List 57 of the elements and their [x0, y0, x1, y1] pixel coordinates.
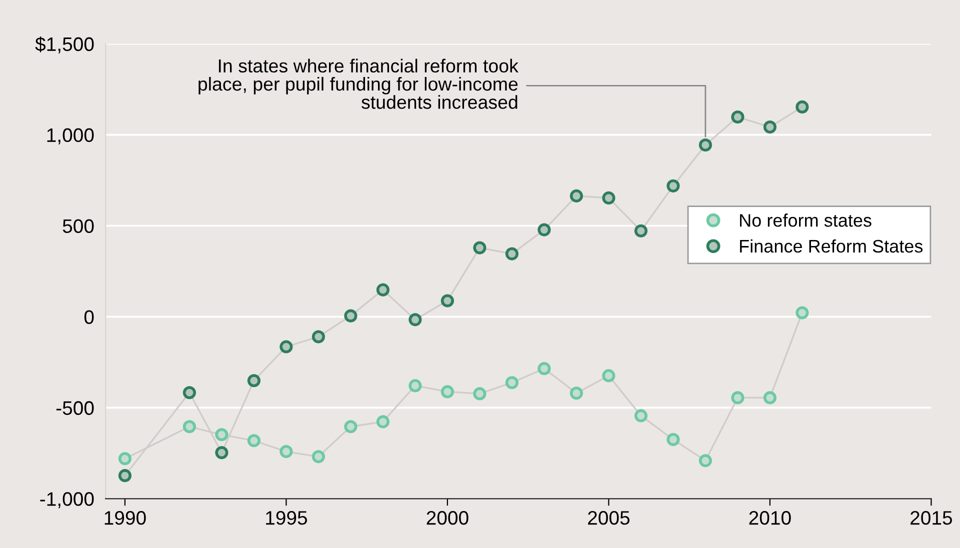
point [440, 294, 454, 308]
point [440, 385, 454, 398]
point [118, 452, 132, 466]
point [602, 369, 616, 382]
point [698, 454, 712, 468]
point [570, 386, 583, 400]
x-tick-label: 2005 [588, 511, 630, 525]
point [247, 374, 260, 388]
y-tick-label: 500 [62, 219, 94, 234]
point [763, 391, 776, 404]
point [344, 420, 358, 434]
annotation: In states where financial reform took place, per pupil funding for low-income students increased [198, 58, 518, 109]
point [796, 306, 809, 320]
x-tick-label: 1995 [266, 511, 308, 525]
point [408, 379, 422, 392]
point [118, 469, 132, 482]
legend-label: No reform states [740, 214, 872, 227]
point [182, 386, 196, 400]
point [312, 330, 325, 344]
point [312, 450, 325, 464]
point [666, 179, 680, 192]
point [763, 120, 776, 134]
point [280, 340, 293, 354]
point [473, 387, 486, 400]
point [505, 247, 518, 260]
y-tick-label: 0 [84, 310, 94, 324]
point [215, 446, 228, 460]
y-tick-label: -500 [56, 401, 94, 415]
point [473, 241, 486, 254]
point [538, 223, 551, 236]
x-tick-label: 2015 [910, 511, 952, 525]
point [634, 409, 648, 422]
point [376, 283, 390, 296]
point [666, 433, 680, 446]
legend-label: Finance Reform States [740, 239, 923, 253]
point [698, 138, 712, 152]
point [247, 434, 260, 448]
x-tick-label: 2010 [749, 511, 791, 525]
y-tick-label: -1,000 [40, 492, 94, 508]
point [796, 100, 809, 114]
point [570, 189, 583, 202]
point [215, 428, 228, 442]
y-tick-label: $1,500 [35, 36, 94, 54]
x-tick-label: 1990 [104, 511, 146, 525]
point [731, 110, 744, 124]
point [505, 376, 518, 390]
point [538, 362, 551, 376]
point [408, 313, 422, 326]
point [731, 391, 744, 404]
point [376, 415, 390, 428]
x-tick-label: 2000 [426, 511, 468, 525]
point [602, 191, 616, 204]
point [182, 420, 196, 434]
point [634, 224, 648, 238]
point [280, 445, 293, 458]
y-tick-label: 1,000 [47, 128, 94, 144]
point [344, 309, 358, 322]
